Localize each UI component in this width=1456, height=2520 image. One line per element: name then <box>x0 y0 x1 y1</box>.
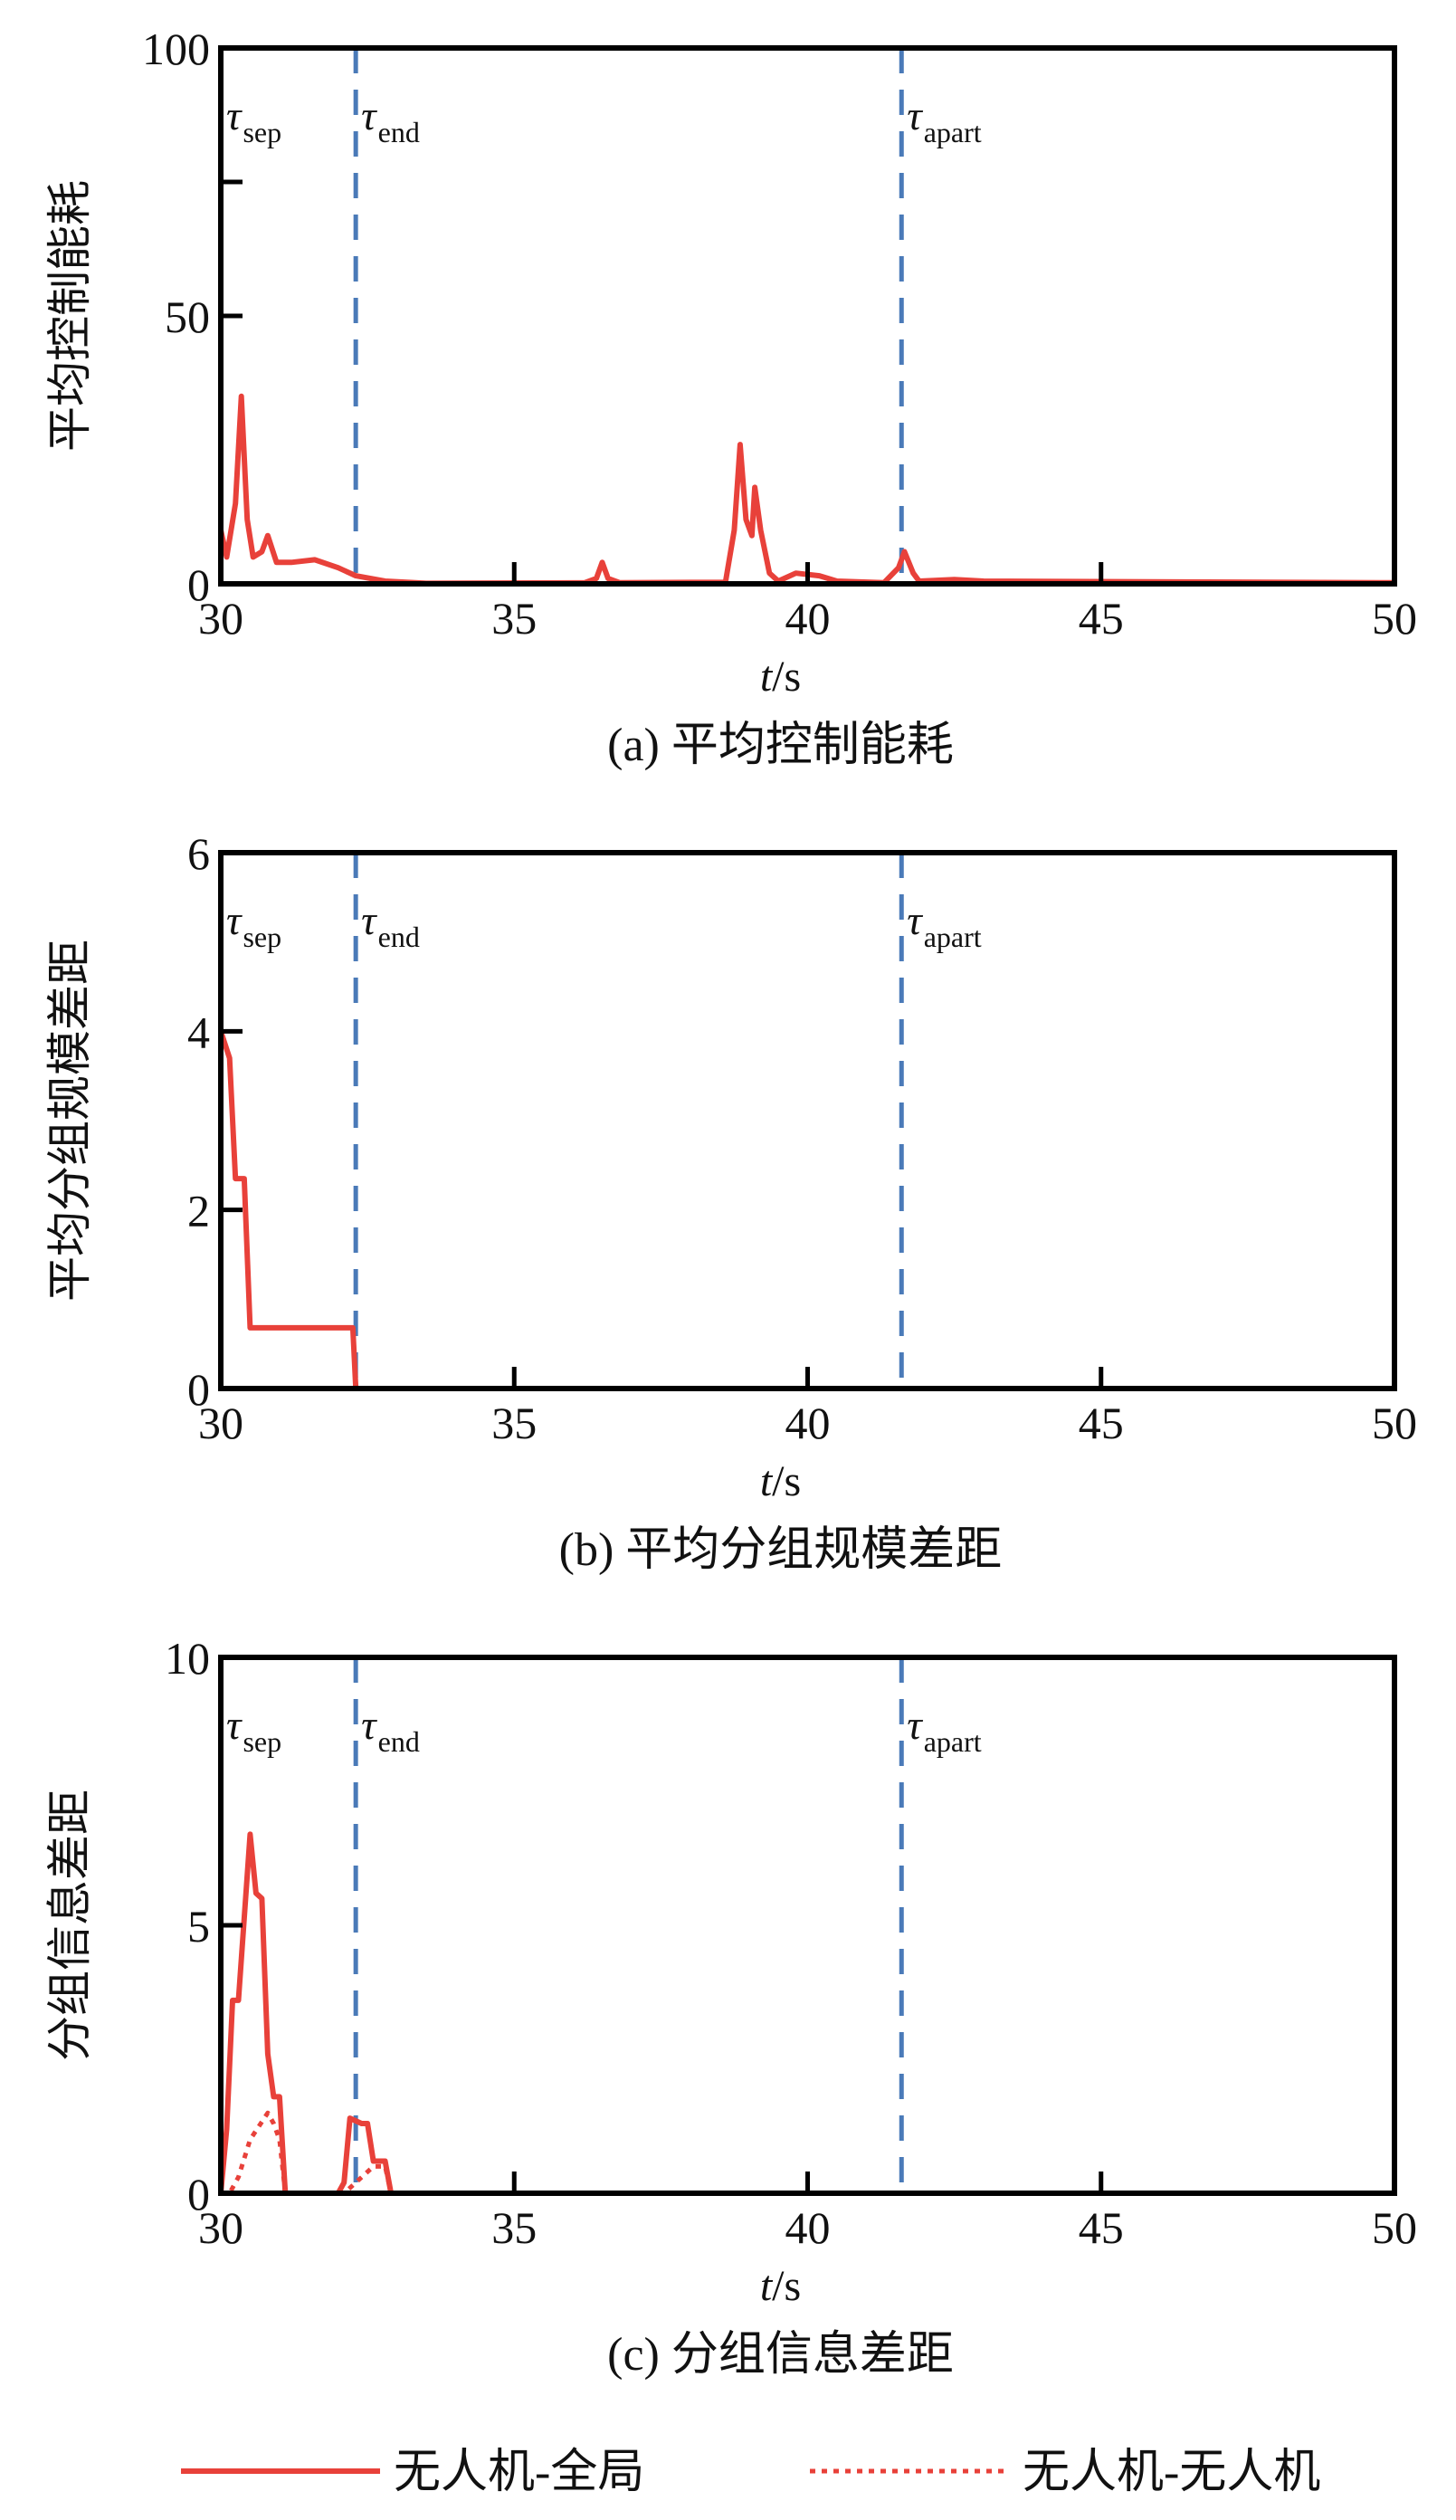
x-tick-label: 35 <box>491 2202 537 2253</box>
event-marker-label: τapart <box>907 897 982 953</box>
legend-label: 无人机-全局 <box>394 2447 644 2498</box>
event-marker-label: τapart <box>907 1702 982 1758</box>
series-line-uav-global <box>218 393 1395 587</box>
y-tick-label: 4 <box>187 1007 210 1057</box>
x-tick-label: 45 <box>1079 1398 1124 1448</box>
legend-label: 无人机-无人机 <box>1023 2447 1320 2498</box>
x-axis-label: t/s <box>760 653 801 701</box>
chart-caption: (c) 分组信息差距 <box>607 2329 954 2381</box>
chart-panel-1: τsep τend τapart 30 35 40 45 50 0 2 4 6 t/s 平均分组规模差距 (… <box>44 828 1417 1576</box>
y-tick-label: 50 <box>165 291 210 342</box>
event-marker-label: τapart <box>907 92 982 148</box>
y-tick-label: 100 <box>142 24 210 74</box>
y-tick-label: 0 <box>187 1364 210 1415</box>
event-marker-label: τend <box>361 92 420 148</box>
x-tick-label: 50 <box>1372 1398 1417 1448</box>
event-marker-label: τsep <box>226 897 281 953</box>
y-axis-label: 平均分组规模差距 <box>44 940 95 1302</box>
y-tick-label: 6 <box>187 828 210 879</box>
chart-caption: (b) 平均分组规模差距 <box>559 1524 1003 1576</box>
event-marker-label: τend <box>361 1702 420 1758</box>
chart-panel-0: τsep τend τapart 30 35 40 45 50 0 50 100 t/s 平均控制能耗 (… <box>44 24 1417 771</box>
x-tick-label: 35 <box>491 593 537 644</box>
event-marker-label: τend <box>361 897 420 953</box>
x-tick-label: 30 <box>198 593 243 644</box>
x-tick-label: 45 <box>1079 2202 1124 2253</box>
x-tick-label: 40 <box>785 593 831 644</box>
event-marker-label: τsep <box>226 92 281 148</box>
y-tick-label: 0 <box>187 2169 210 2219</box>
x-tick-label: 30 <box>198 1398 243 1448</box>
y-tick-label: 5 <box>187 1901 210 1952</box>
chart-caption: (a) 平均控制能耗 <box>607 720 954 771</box>
y-tick-label: 2 <box>187 1186 210 1236</box>
y-axis-label: 分组信息差距 <box>44 1790 95 2061</box>
x-axis-label: t/s <box>760 1457 801 1505</box>
y-tick-label: 10 <box>165 1633 210 1684</box>
series-line-uav-global <box>218 1831 1394 2196</box>
x-axis-label: t/s <box>760 2262 801 2310</box>
series-line-uav-uav <box>221 2110 1394 2196</box>
y-tick-label: 0 <box>187 559 210 610</box>
x-tick-label: 35 <box>491 1398 537 1448</box>
x-tick-label: 30 <box>198 2202 243 2253</box>
x-tick-label: 50 <box>1372 593 1417 644</box>
x-tick-label: 40 <box>785 2202 831 2253</box>
y-axis-label: 平均控制能耗 <box>44 180 95 452</box>
series-line-uav-global <box>218 1030 1394 1391</box>
x-tick-label: 40 <box>785 1398 831 1448</box>
legend: 无人机-全局 无人机-无人机 <box>181 2447 1320 2498</box>
event-marker-label: τsep <box>226 1702 281 1758</box>
x-tick-label: 45 <box>1079 593 1124 644</box>
chart-panel-2: τsep τend τapart 30 35 40 45 50 0 5 10 t/s 分组信息差距 (c)… <box>44 1633 1417 2381</box>
x-tick-label: 50 <box>1372 2202 1417 2253</box>
